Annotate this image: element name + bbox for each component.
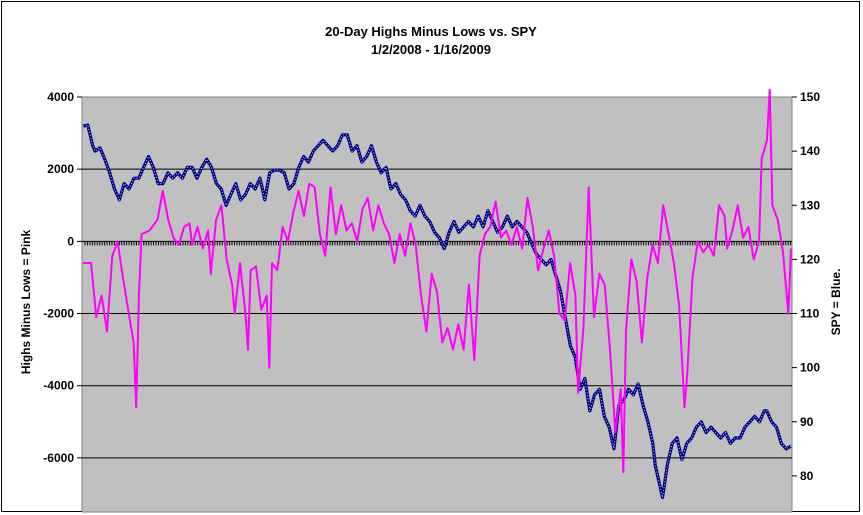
- y-right-tick-label: 90: [800, 415, 814, 429]
- y-right-tick-label: 110: [800, 307, 820, 321]
- y-left-tick-label: 0: [67, 234, 74, 248]
- y-right-tick-label: 120: [800, 252, 820, 266]
- y-right-tick-label: 150: [800, 90, 820, 104]
- y-left-tick-label: -6000: [43, 451, 74, 465]
- y-left-tick-label: -2000: [43, 307, 74, 321]
- y-axis-left-ticks: 4000 2000 0 -2000 -4000 -6000: [43, 90, 82, 465]
- y-left-tick-label: -4000: [43, 379, 74, 393]
- series-line-highs-minus-lows: [83, 88, 792, 474]
- series-layer: [82, 88, 792, 500]
- y-axis-right-label: SPY = Blue.: [829, 269, 843, 336]
- y-right-tick-label: 140: [800, 144, 820, 158]
- y-right-tick-label: 100: [800, 361, 820, 375]
- y-right-tick-label: 130: [800, 198, 820, 212]
- series-line-spy-pattern: [82, 124, 792, 498]
- chart-subtitle: 1/2/2008 - 1/16/2009: [371, 42, 491, 57]
- chart-title: 20-Day Highs Minus Lows vs. SPY: [325, 24, 537, 39]
- y-left-tick-label: 2000: [47, 162, 74, 176]
- y-left-tick-label: 4000: [47, 90, 74, 104]
- y-right-tick-label: 80: [800, 469, 814, 483]
- y-axis-left-label: Highs Minus Lows = Pink: [19, 230, 33, 375]
- y-axis-right-ticks: 150 140 130 120 110 100 90 80: [792, 90, 820, 483]
